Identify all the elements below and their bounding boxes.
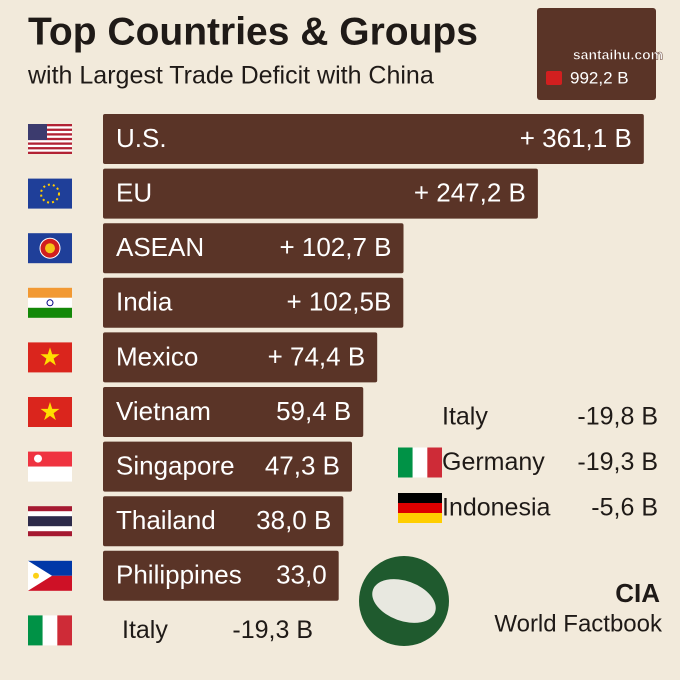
bar [103, 223, 404, 274]
value-label: + 74,4 B [268, 341, 366, 371]
bar-label: U.S. [116, 123, 167, 153]
source-line: World Factbook [494, 610, 663, 637]
flag-part [40, 347, 60, 366]
value-label: + 361,1 B [520, 123, 632, 153]
flag-part [42, 615, 58, 646]
bar [103, 332, 378, 383]
value-label: 59,4 B [276, 396, 351, 426]
value-label: + 102,7 B [279, 232, 391, 262]
flag-part [28, 151, 72, 154]
flag-part [45, 243, 55, 254]
value-label: 33,0 [276, 560, 327, 590]
flag-part [28, 124, 72, 127]
flag-part [398, 447, 413, 478]
total-icon [546, 71, 562, 85]
bar [103, 550, 339, 601]
value-label: + 247,2 B [414, 177, 526, 207]
logo-shape [372, 579, 436, 623]
flag-part [28, 142, 72, 145]
flag-part [28, 178, 72, 209]
bar-label: Italy [122, 616, 168, 644]
flag-part [398, 493, 442, 503]
source-line: CIA [615, 578, 660, 608]
flag-part [28, 287, 72, 298]
bar [103, 114, 644, 164]
value-label: + 102,5B [287, 287, 392, 317]
total-value: 992,2 B [570, 68, 629, 87]
bar-label: India [116, 287, 173, 317]
bar-label: Singapore [116, 450, 235, 480]
flag-part [398, 513, 442, 523]
flag-part [427, 447, 442, 478]
flag-part [28, 307, 72, 318]
bar-label: Thailand [116, 505, 216, 535]
total-box [537, 8, 656, 100]
side-value: -5,6 B [591, 494, 658, 522]
side-value: -19,8 B [577, 403, 658, 431]
flag-part [398, 503, 442, 513]
flag-part [412, 447, 428, 478]
flag-part [28, 137, 72, 141]
bar [103, 387, 364, 437]
side-label: Italy [442, 403, 488, 431]
flag-part [28, 147, 72, 150]
bar [103, 441, 352, 492]
flag-part [28, 516, 72, 527]
side-label: Germany [442, 448, 545, 476]
flag-part [34, 454, 42, 463]
subtitle: with Largest Trade Deficit with China [27, 62, 434, 90]
bar [103, 496, 344, 547]
flag-part [28, 133, 72, 136]
bar-label: Vietnam [116, 396, 211, 426]
flag-part [40, 402, 60, 421]
value-label: 38,0 B [256, 505, 331, 535]
flag-part [40, 183, 60, 204]
flag-part [28, 615, 43, 646]
flag-part [28, 466, 72, 482]
watermark: santaihu.com [573, 47, 663, 63]
flag-part [28, 297, 72, 308]
side-label: Indonesia [442, 494, 551, 522]
flag-part [46, 299, 54, 307]
flag-part [28, 560, 52, 591]
bar-label: Philippines [116, 560, 242, 590]
flag-part [33, 572, 39, 579]
value-label: -19,3 B [232, 616, 313, 644]
side-value: -19,3 B [577, 448, 658, 476]
value-label: 47,3 B [265, 450, 340, 480]
flag-part [28, 124, 47, 140]
bar-label: EU [116, 177, 152, 207]
bar-label: Mexico [116, 341, 198, 371]
flag-part [28, 128, 72, 131]
title: Top Countries & Groups [28, 10, 478, 53]
flag-part [57, 615, 72, 646]
bar [103, 168, 538, 219]
bar-label: ASEAN [116, 232, 204, 262]
bar [103, 277, 404, 328]
